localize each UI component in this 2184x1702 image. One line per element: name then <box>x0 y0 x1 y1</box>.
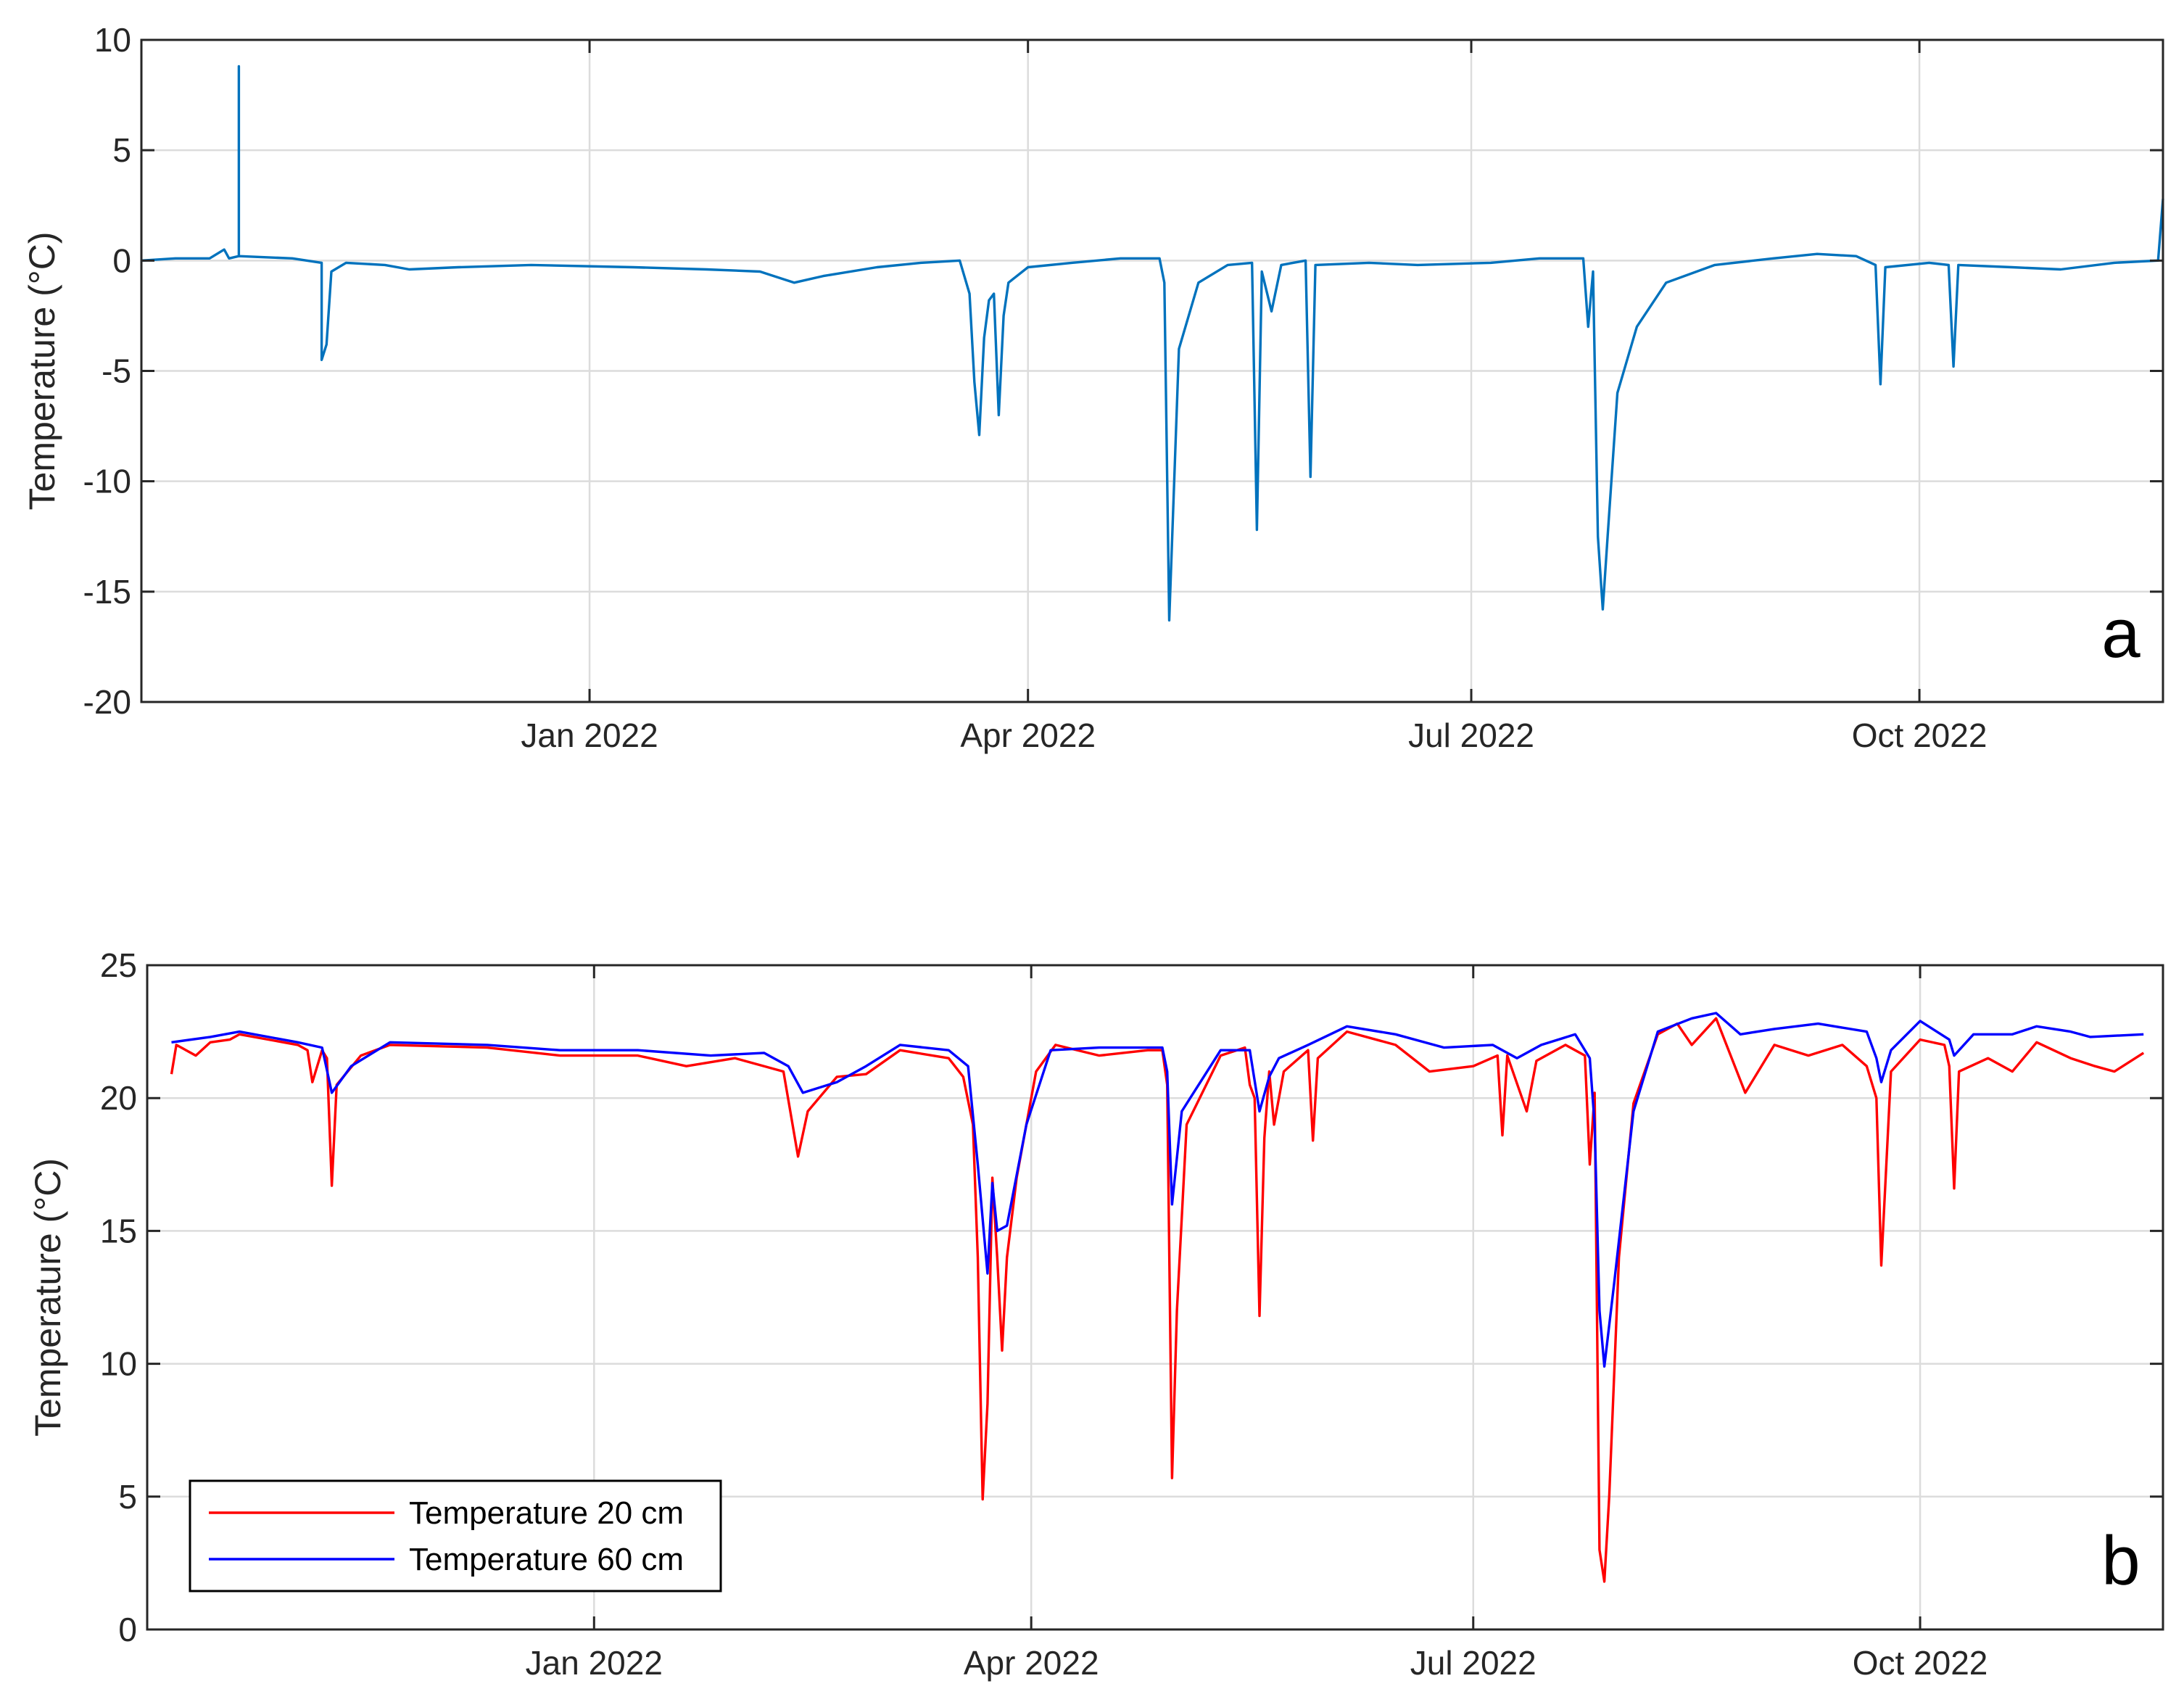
y-tick-label: 10 <box>100 1345 137 1383</box>
panel-a-chart: -20 -15 -10 -5 0 5 10 Jan 2022 Apr 2022 Jul 2022 O… <box>22 21 2164 754</box>
x-tick-label: Jan 2022 <box>521 716 658 754</box>
y-tick-label: 20 <box>100 1079 137 1117</box>
y-tick-label: 5 <box>118 1478 137 1516</box>
y-tick-label: -10 <box>83 463 131 500</box>
x-tick-label: Apr 2022 <box>960 716 1096 754</box>
series-line-2 <box>171 1012 2144 1368</box>
x-tick-label: Oct 2022 <box>1852 716 1987 754</box>
legend-label: Temperature 20 cm <box>409 1495 684 1531</box>
y-tick-label: 15 <box>100 1212 137 1249</box>
axes-box <box>146 964 2164 1631</box>
y-tick-label: 25 <box>100 946 137 984</box>
x-tick-label: Jul 2022 <box>1408 716 1534 754</box>
series-line-1 <box>141 65 2164 622</box>
x-tick-label: Oct 2022 <box>1853 1644 1988 1682</box>
y-tick-label: 0 <box>118 1611 137 1648</box>
legend: Temperature 20 cm Temperature 60 cm <box>189 1479 722 1592</box>
y-axis-label: Temperature (°C) <box>28 1158 68 1437</box>
y-tick-label: -15 <box>83 573 131 611</box>
y-axis-label: Temperature (°C) <box>22 232 62 511</box>
y-tick-label: 0 <box>112 241 131 279</box>
legend-box <box>189 1479 722 1592</box>
y-tick-label: 5 <box>112 131 131 169</box>
y-tick-label: -5 <box>102 352 131 390</box>
series-line-1 <box>170 1017 2145 1583</box>
x-tick-label: Jan 2022 <box>526 1644 663 1682</box>
panel-label: a <box>2101 595 2140 672</box>
legend-label: Temperature 60 cm <box>409 1542 684 1577</box>
x-tick-label: Apr 2022 <box>964 1644 1099 1682</box>
y-tick-label: -20 <box>83 683 131 721</box>
x-tick-label: Jul 2022 <box>1410 1644 1536 1682</box>
panel-b-chart: 0 5 10 15 20 25 Jan 2022 Apr 2022 Jul 2022 Oct 20… <box>28 946 2164 1682</box>
panel-label: b <box>2101 1522 2140 1600</box>
y-tick-label: 10 <box>94 21 131 59</box>
